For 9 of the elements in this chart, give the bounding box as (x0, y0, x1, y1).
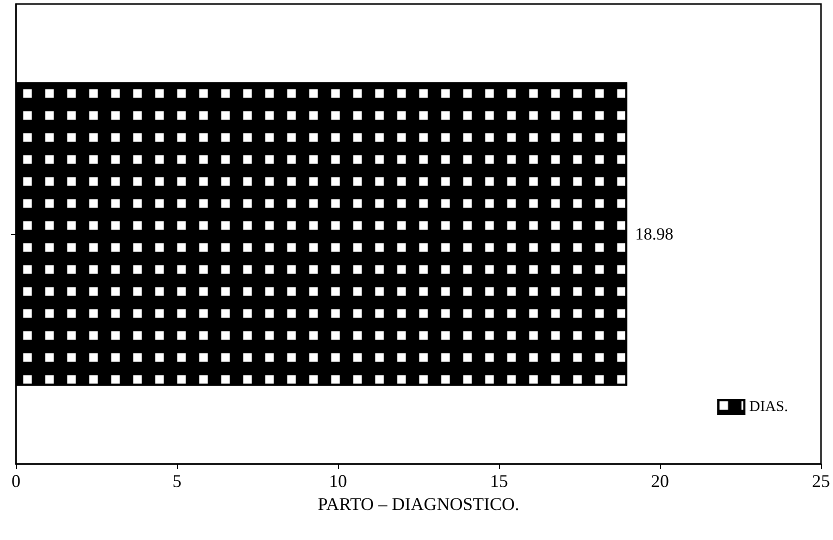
data-label: 18.98 (635, 224, 674, 244)
x-tick-label: 25 (812, 471, 830, 491)
x-tick-label: 15 (490, 471, 508, 491)
x-axis-title: PARTO – DIAGNOSTICO. (318, 494, 520, 514)
legend-label: DIAS. (749, 399, 788, 415)
x-tick-label: 0 (12, 471, 20, 491)
x-tick-label: 5 (172, 471, 182, 491)
x-tick-label: 10 (329, 471, 347, 491)
x-tick-label: 20 (651, 471, 669, 491)
